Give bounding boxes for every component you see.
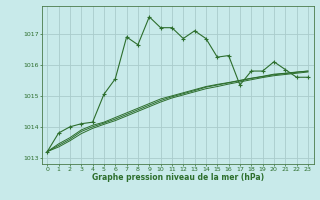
- X-axis label: Graphe pression niveau de la mer (hPa): Graphe pression niveau de la mer (hPa): [92, 173, 264, 182]
